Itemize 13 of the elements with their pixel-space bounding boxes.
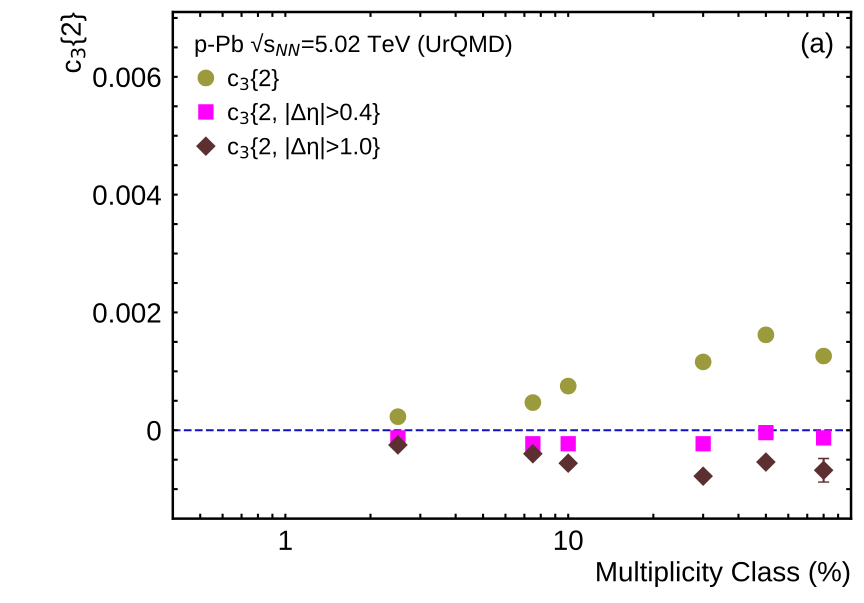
y-tick-label: 0 [147,420,161,441]
annotation: (a) [802,32,832,58]
legend-label: c$_{3}${2, |Δη|>0.4} [228,102,380,126]
legend-title: p-Pb √s$_{NN}$=5.02 TeV (UrQMD) [196,33,512,57]
x-tick-label: 10 [554,530,583,550]
x-axis-title: Multiplicity Class (%) [597,561,850,588]
y-tick-label: 0.004 [93,185,161,205]
legend-label: c$_{3}${2} [228,68,279,91]
legend-label: c$_{3}${2, |Δη|>1.0} [228,137,380,160]
y-tick-label: 0.006 [93,68,160,88]
y-tick-label: 0.002 [93,303,160,323]
x-tick-label: 1 [280,530,292,550]
y-axis-title: c$_{3}${2} [60,12,86,72]
